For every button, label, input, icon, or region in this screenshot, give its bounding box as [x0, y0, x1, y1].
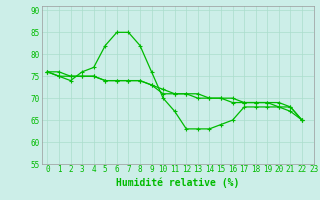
X-axis label: Humidité relative (%): Humidité relative (%) — [116, 177, 239, 188]
